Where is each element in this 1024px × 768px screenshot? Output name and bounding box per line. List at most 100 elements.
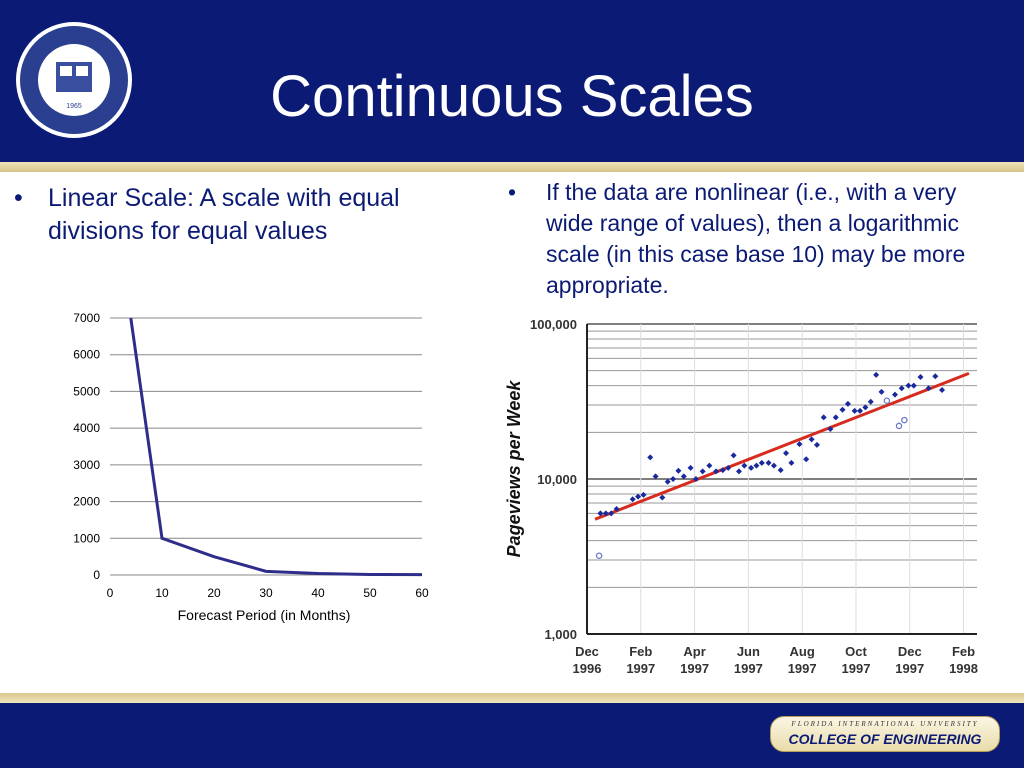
data-point [873, 371, 880, 378]
data-point [608, 510, 615, 517]
data-point [706, 462, 713, 469]
data-point [777, 467, 784, 474]
data-point [675, 467, 682, 474]
data-point [939, 387, 946, 394]
x-tick-year: 1997 [788, 661, 817, 676]
data-point [687, 464, 694, 471]
x-tick-label: 20 [207, 586, 221, 600]
data-point [788, 459, 795, 466]
data-point [640, 491, 647, 498]
data-point [765, 459, 772, 466]
data-point [680, 473, 687, 480]
bullet-left: • Linear Scale: A scale with equal divis… [14, 182, 474, 252]
data-point [803, 456, 810, 463]
x-tick-label: 30 [259, 586, 273, 600]
data-point [652, 473, 659, 480]
series-line [129, 317, 423, 577]
y-tick-label: 7000 [73, 311, 100, 325]
y-axis-label: Pageviews per Week [504, 380, 524, 558]
data-point [664, 478, 671, 485]
x-tick-month: Dec [575, 644, 599, 659]
seal-lamp-icon [76, 66, 88, 76]
y-tick-label: 6000 [73, 348, 100, 362]
data-point [602, 510, 609, 517]
data-point [844, 400, 851, 407]
x-tick-month: Dec [898, 644, 922, 659]
x-tick-year: 1997 [680, 661, 709, 676]
data-point [647, 454, 654, 461]
y-tick-label: 0 [93, 568, 100, 582]
data-point [725, 464, 732, 471]
x-tick-month: Oct [845, 644, 867, 659]
slide-header [0, 0, 1024, 162]
data-point [867, 398, 874, 405]
data-point [891, 391, 898, 398]
data-point [629, 496, 636, 503]
bullet-left-text: Linear Scale: A scale with equal divisio… [48, 184, 400, 245]
x-tick-year: 1997 [842, 661, 871, 676]
data-point [748, 464, 755, 471]
y-tick-label: 3000 [73, 458, 100, 472]
log-chart: Dec 1996 Feb 1997 Apr 1997 Jun 1997 Aug 1997 Oct 19… [504, 317, 978, 676]
data-point [820, 414, 827, 421]
data-point [783, 450, 790, 457]
x-axis-label: Forecast Period (in Months) [178, 607, 351, 623]
x-tick-year: 1998 [949, 661, 978, 676]
x-tick-label: 50 [363, 586, 377, 600]
x-tick-year: 1997 [626, 661, 655, 676]
x-tick-year: 1996 [573, 661, 602, 676]
bullet-dot: • [508, 179, 517, 205]
data-point [925, 385, 932, 392]
data-point [597, 510, 604, 517]
x-tick-month: Aug [790, 644, 815, 659]
x-tick-year: 1997 [895, 661, 924, 676]
university-seal: 1965 [16, 22, 132, 138]
page-title: Continuous Scales [270, 64, 754, 129]
data-point [670, 476, 677, 482]
data-point [730, 452, 737, 459]
data-point [827, 426, 834, 433]
linear-chart: 0 1000 2000 3000 4000 5000 6000 7000 0 10 20 30 40 50… [73, 311, 429, 623]
x-tick-month: Apr [683, 644, 705, 659]
footer-gold-stripe [0, 693, 1024, 703]
badge-university: FLORIDA INTERNATIONAL UNIVERSITY [791, 720, 979, 728]
x-tick-year: 1997 [734, 661, 763, 676]
data-point [898, 385, 905, 392]
data-point [905, 382, 912, 389]
x-tick-month: Feb [629, 644, 652, 659]
data-point [813, 441, 820, 448]
x-tick-month: Jun [737, 644, 760, 659]
data-point [910, 382, 917, 389]
data-point [862, 404, 869, 411]
data-point [832, 414, 839, 421]
data-point [613, 506, 620, 513]
seal-book-icon [60, 66, 72, 76]
outlier-point [895, 422, 903, 430]
y-tick-label: 100,000 [530, 317, 577, 332]
data-point [851, 407, 858, 414]
data-point [808, 436, 815, 443]
data-point [735, 468, 742, 475]
data-point [878, 388, 885, 395]
x-tick-label: 60 [415, 586, 429, 600]
y-tick-label: 10,000 [537, 472, 577, 487]
data-point [839, 406, 846, 413]
y-tick-label: 4000 [73, 421, 100, 435]
bullet-right-text: If the data are nonlinear (i.e., with a … [546, 179, 966, 298]
y-tick-label: 1000 [73, 531, 100, 545]
data-point [719, 467, 726, 474]
data-point [635, 493, 642, 500]
seal-year: 1965 [66, 103, 82, 110]
header-gold-stripe [0, 162, 1024, 172]
outlier-point [883, 397, 891, 404]
trend-line [594, 372, 970, 521]
data-point [692, 476, 699, 482]
data-point [770, 462, 777, 469]
data-point [917, 374, 924, 381]
data-point [699, 468, 706, 475]
badge-college: COLLEGE OF ENGINEERING [788, 731, 982, 747]
x-tick-month: Feb [952, 644, 975, 659]
x-tick-label: 10 [155, 586, 169, 600]
y-tick-label: 5000 [73, 384, 100, 398]
data-point [753, 462, 760, 469]
